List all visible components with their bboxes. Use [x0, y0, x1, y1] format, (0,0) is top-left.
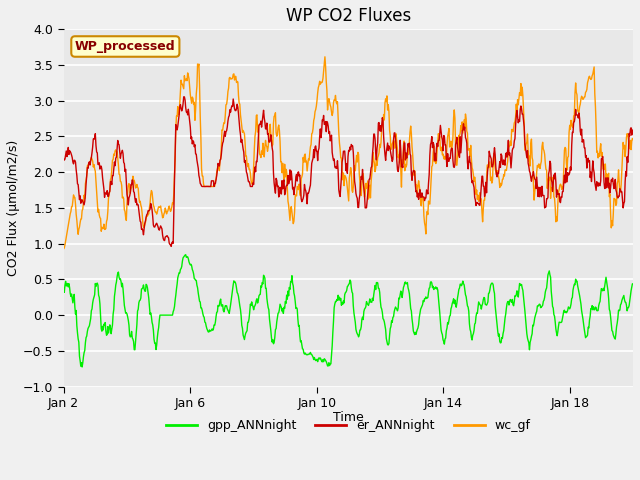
- Legend: gpp_ANNnight, er_ANNnight, wc_gf: gpp_ANNnight, er_ANNnight, wc_gf: [161, 415, 536, 437]
- X-axis label: Time: Time: [333, 411, 364, 424]
- Title: WP CO2 Fluxes: WP CO2 Fluxes: [285, 7, 411, 25]
- Y-axis label: CO2 Flux (μmol/m2/s): CO2 Flux (μmol/m2/s): [7, 140, 20, 276]
- Text: WP_processed: WP_processed: [75, 40, 175, 53]
